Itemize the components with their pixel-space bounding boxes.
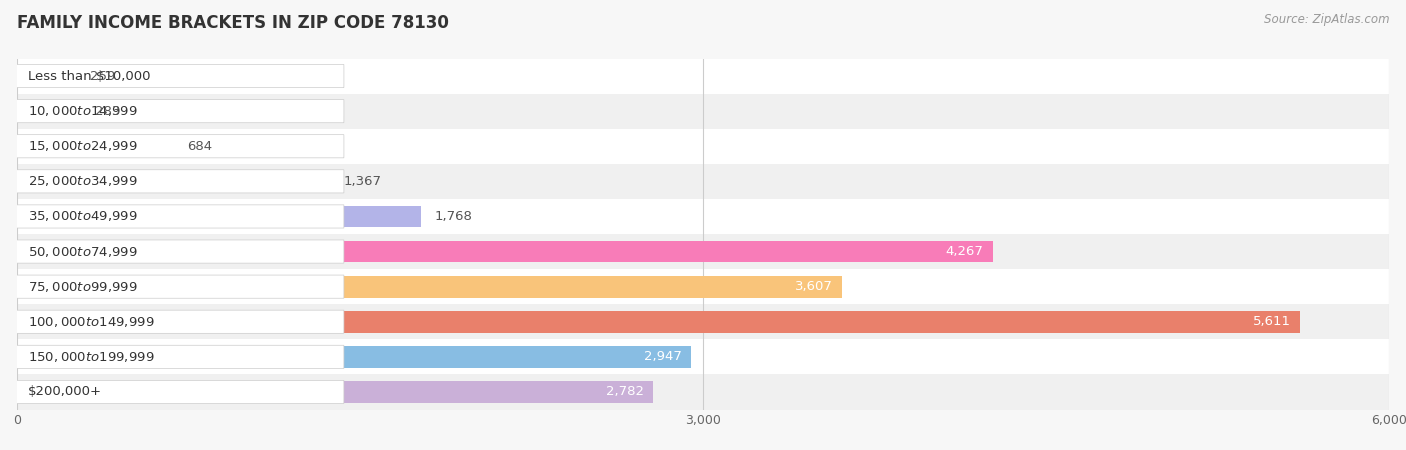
Bar xyxy=(17,374,1389,410)
FancyBboxPatch shape xyxy=(10,240,344,263)
Text: $50,000 to $74,999: $50,000 to $74,999 xyxy=(28,244,138,259)
Text: 283: 283 xyxy=(96,105,121,117)
Text: 1,367: 1,367 xyxy=(343,175,381,188)
Text: Less than $10,000: Less than $10,000 xyxy=(28,70,150,82)
FancyBboxPatch shape xyxy=(10,170,344,193)
Bar xyxy=(17,339,1389,374)
Text: $35,000 to $49,999: $35,000 to $49,999 xyxy=(28,209,138,224)
Bar xyxy=(17,276,842,297)
Bar xyxy=(17,346,690,368)
FancyBboxPatch shape xyxy=(10,380,344,404)
Text: $15,000 to $24,999: $15,000 to $24,999 xyxy=(28,139,138,153)
Bar xyxy=(17,234,1389,269)
Text: 4,267: 4,267 xyxy=(946,245,984,258)
Bar xyxy=(17,164,1389,199)
Bar xyxy=(17,199,1389,234)
Bar xyxy=(17,129,1389,164)
Text: $150,000 to $199,999: $150,000 to $199,999 xyxy=(28,350,155,364)
FancyBboxPatch shape xyxy=(10,64,344,88)
FancyBboxPatch shape xyxy=(10,310,344,333)
FancyBboxPatch shape xyxy=(10,135,344,158)
Text: $25,000 to $34,999: $25,000 to $34,999 xyxy=(28,174,138,189)
Bar xyxy=(17,135,173,157)
Bar xyxy=(17,304,1389,339)
Bar xyxy=(17,269,1389,304)
FancyBboxPatch shape xyxy=(10,345,344,369)
Text: 259: 259 xyxy=(90,70,115,82)
Text: $75,000 to $99,999: $75,000 to $99,999 xyxy=(28,279,138,294)
Bar xyxy=(17,58,1389,94)
Bar xyxy=(17,206,422,227)
Text: 5,611: 5,611 xyxy=(1253,315,1291,328)
Text: Source: ZipAtlas.com: Source: ZipAtlas.com xyxy=(1264,14,1389,27)
Text: $10,000 to $14,999: $10,000 to $14,999 xyxy=(28,104,138,118)
Text: 3,607: 3,607 xyxy=(794,280,832,293)
Bar xyxy=(17,381,654,403)
FancyBboxPatch shape xyxy=(10,205,344,228)
Text: 1,768: 1,768 xyxy=(434,210,472,223)
Bar xyxy=(17,100,82,122)
Bar xyxy=(17,241,993,262)
Bar xyxy=(17,94,1389,129)
Text: $200,000+: $200,000+ xyxy=(28,386,103,398)
Text: FAMILY INCOME BRACKETS IN ZIP CODE 78130: FAMILY INCOME BRACKETS IN ZIP CODE 78130 xyxy=(17,14,449,32)
Text: $100,000 to $149,999: $100,000 to $149,999 xyxy=(28,315,155,329)
FancyBboxPatch shape xyxy=(10,275,344,298)
Bar xyxy=(17,65,76,87)
Bar xyxy=(17,311,1301,333)
Bar xyxy=(17,171,329,192)
Text: 684: 684 xyxy=(187,140,212,153)
Text: 2,782: 2,782 xyxy=(606,386,644,398)
FancyBboxPatch shape xyxy=(10,99,344,123)
Text: 2,947: 2,947 xyxy=(644,351,682,363)
